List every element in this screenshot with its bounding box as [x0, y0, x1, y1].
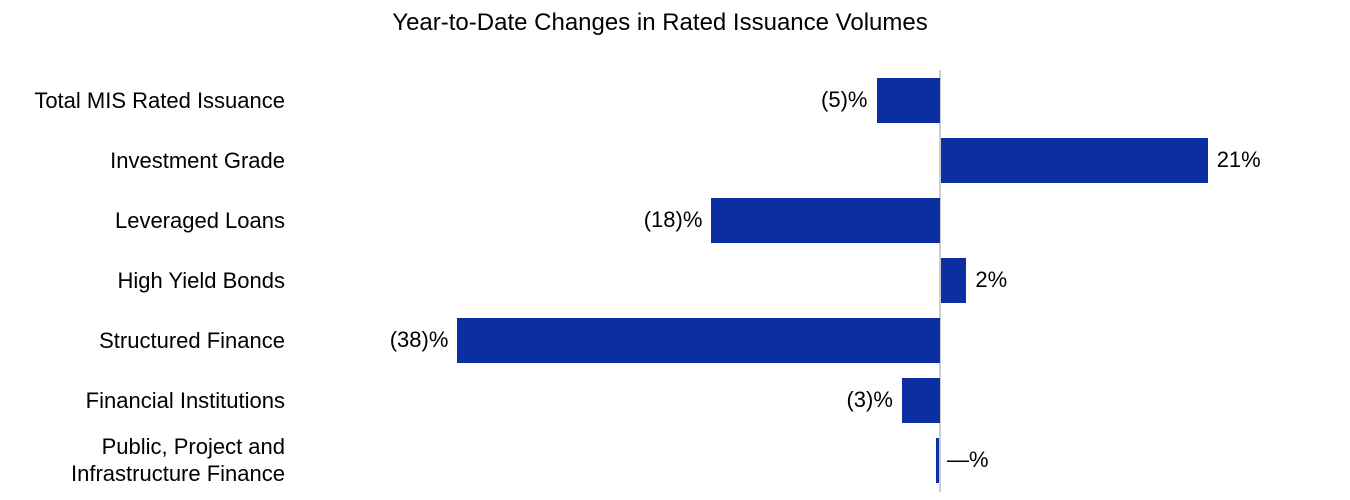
chart-row: High Yield Bonds 2%	[0, 250, 1350, 310]
chart-row: Leveraged Loans (18)%	[0, 190, 1350, 250]
chart-row: Structured Finance (38)%	[0, 310, 1350, 370]
chart-title: Year-to-Date Changes in Rated Issuance V…	[392, 9, 928, 36]
value-label: (18)%	[643, 207, 703, 232]
category-label: Leveraged Loans	[114, 207, 285, 233]
value-label: (3)%	[846, 387, 893, 412]
chart-row: Investment Grade 21%	[0, 130, 1350, 190]
bar	[457, 318, 940, 363]
category-label: Structured Finance	[99, 327, 285, 353]
baseline-axis	[939, 70, 941, 492]
category-label: Financial Institutions	[85, 387, 285, 413]
value-label: —%	[947, 447, 989, 472]
chart-row: Public, Project and Infrastructure Finan…	[0, 430, 1350, 490]
bar	[901, 378, 940, 423]
chart-rows: Total MIS Rated Issuance (5)% Investment…	[0, 70, 1350, 490]
bar	[941, 138, 1208, 183]
chart-row: Financial Institutions (3)%	[0, 370, 1350, 430]
chart-row: Total MIS Rated Issuance (5)%	[0, 70, 1350, 130]
category-label: Investment Grade	[110, 147, 285, 173]
bar	[941, 258, 967, 303]
category-label: Total MIS Rated Issuance	[34, 87, 285, 113]
bar	[711, 198, 940, 243]
value-label: 21%	[1216, 147, 1261, 172]
bar	[936, 438, 939, 483]
value-label: 2%	[975, 267, 1008, 292]
bar	[876, 78, 940, 123]
category-label: Public, Project and Infrastructure Finan…	[71, 434, 285, 486]
value-label: (38)%	[389, 327, 449, 352]
category-label: High Yield Bonds	[117, 267, 285, 293]
value-label: (5)%	[821, 87, 868, 112]
